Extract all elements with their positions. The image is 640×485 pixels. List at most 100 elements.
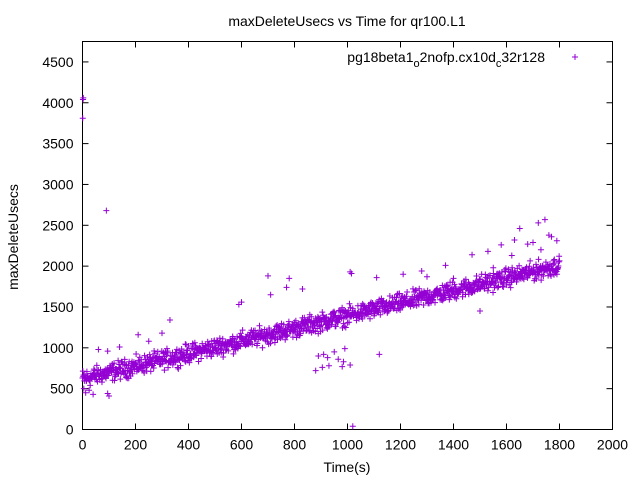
data-point bbox=[319, 364, 326, 371]
y-tick-label: 2500 bbox=[42, 217, 73, 233]
data-point bbox=[185, 343, 192, 350]
y-tick-label: 1000 bbox=[42, 340, 73, 356]
data-point bbox=[147, 368, 154, 375]
data-point bbox=[315, 352, 322, 359]
data-point bbox=[477, 308, 483, 315]
data-point bbox=[555, 258, 562, 265]
data-point bbox=[79, 115, 86, 122]
data-point bbox=[465, 291, 472, 298]
data-point bbox=[329, 317, 336, 324]
data-point bbox=[548, 272, 555, 279]
data-point bbox=[186, 359, 193, 366]
chart-title: maxDeleteUsecs vs Time for qr100.L1 bbox=[228, 13, 466, 29]
data-point bbox=[95, 346, 102, 353]
x-axis-label: Time(s) bbox=[324, 459, 371, 475]
data-point bbox=[306, 328, 313, 335]
y-tick-label: 3500 bbox=[42, 136, 73, 152]
y-tick-label: 1500 bbox=[42, 299, 73, 315]
data-point bbox=[265, 272, 271, 279]
data-point bbox=[416, 285, 423, 292]
data-point bbox=[319, 327, 326, 334]
y-tick-label: 2000 bbox=[42, 258, 73, 274]
data-points bbox=[79, 94, 563, 430]
data-point bbox=[466, 281, 473, 288]
data-point bbox=[235, 301, 242, 308]
data-point bbox=[133, 351, 140, 358]
legend-label-part: pg18beta1 bbox=[347, 49, 413, 65]
data-point bbox=[533, 275, 540, 282]
data-point bbox=[553, 237, 560, 244]
data-point bbox=[537, 246, 544, 253]
data-point bbox=[494, 284, 501, 291]
y-axis-label: maxDeleteUsecs bbox=[5, 184, 21, 290]
data-point bbox=[154, 348, 161, 355]
data-point bbox=[129, 370, 136, 377]
data-point bbox=[266, 326, 273, 333]
data-point bbox=[165, 364, 172, 371]
data-point bbox=[516, 262, 523, 269]
data-point bbox=[116, 343, 123, 350]
data-point bbox=[442, 262, 449, 269]
data-point bbox=[346, 300, 353, 307]
data-point bbox=[520, 276, 527, 283]
data-point bbox=[177, 362, 184, 369]
data-point bbox=[219, 335, 226, 342]
data-point bbox=[393, 294, 400, 301]
data-point bbox=[284, 332, 291, 339]
data-point bbox=[511, 236, 518, 243]
data-point bbox=[420, 302, 427, 309]
data-point bbox=[312, 367, 319, 374]
data-point bbox=[220, 350, 227, 357]
data-point bbox=[508, 252, 515, 259]
data-point bbox=[123, 374, 130, 381]
data-point bbox=[432, 299, 439, 306]
data-point bbox=[199, 340, 206, 347]
data-point bbox=[320, 351, 327, 358]
data-point bbox=[395, 305, 402, 312]
data-point bbox=[159, 330, 165, 337]
data-point bbox=[280, 321, 287, 328]
data-point bbox=[80, 94, 87, 101]
x-tick-label: 1600 bbox=[491, 437, 522, 453]
data-point bbox=[166, 317, 173, 324]
data-point bbox=[415, 301, 422, 308]
legend-marker-plus bbox=[572, 54, 578, 60]
data-point bbox=[551, 260, 558, 267]
data-point bbox=[473, 272, 480, 279]
data-point bbox=[271, 334, 278, 341]
data-point bbox=[535, 219, 542, 226]
data-point bbox=[132, 360, 139, 367]
data-point bbox=[526, 271, 533, 278]
axis-ticks: 0 200 400 600 800 1000 1200 1400 1600 1800 2000 0 50… bbox=[42, 41, 628, 453]
data-point bbox=[332, 323, 339, 330]
data-point bbox=[450, 275, 457, 282]
data-point bbox=[104, 348, 111, 355]
data-point bbox=[184, 347, 191, 354]
data-point bbox=[530, 239, 536, 246]
data-point bbox=[535, 256, 542, 263]
data-point bbox=[161, 367, 168, 374]
data-point bbox=[150, 365, 157, 372]
data-point bbox=[418, 268, 425, 275]
data-point bbox=[286, 275, 293, 282]
x-tick-label: 2000 bbox=[597, 437, 628, 453]
data-point bbox=[447, 293, 454, 300]
data-point bbox=[340, 307, 347, 314]
data-point bbox=[377, 311, 384, 318]
data-point bbox=[111, 360, 118, 367]
data-point bbox=[407, 303, 414, 310]
data-point bbox=[324, 354, 331, 361]
data-point bbox=[470, 287, 477, 294]
data-point bbox=[516, 225, 523, 232]
data-point bbox=[90, 366, 97, 373]
data-point bbox=[259, 344, 266, 351]
data-point bbox=[541, 216, 548, 223]
data-point bbox=[267, 340, 274, 347]
data-point bbox=[376, 351, 383, 358]
data-point bbox=[359, 315, 366, 322]
data-point bbox=[237, 343, 244, 350]
x-tick-label: 800 bbox=[283, 437, 307, 453]
data-point bbox=[282, 336, 289, 343]
data-point bbox=[87, 382, 94, 389]
